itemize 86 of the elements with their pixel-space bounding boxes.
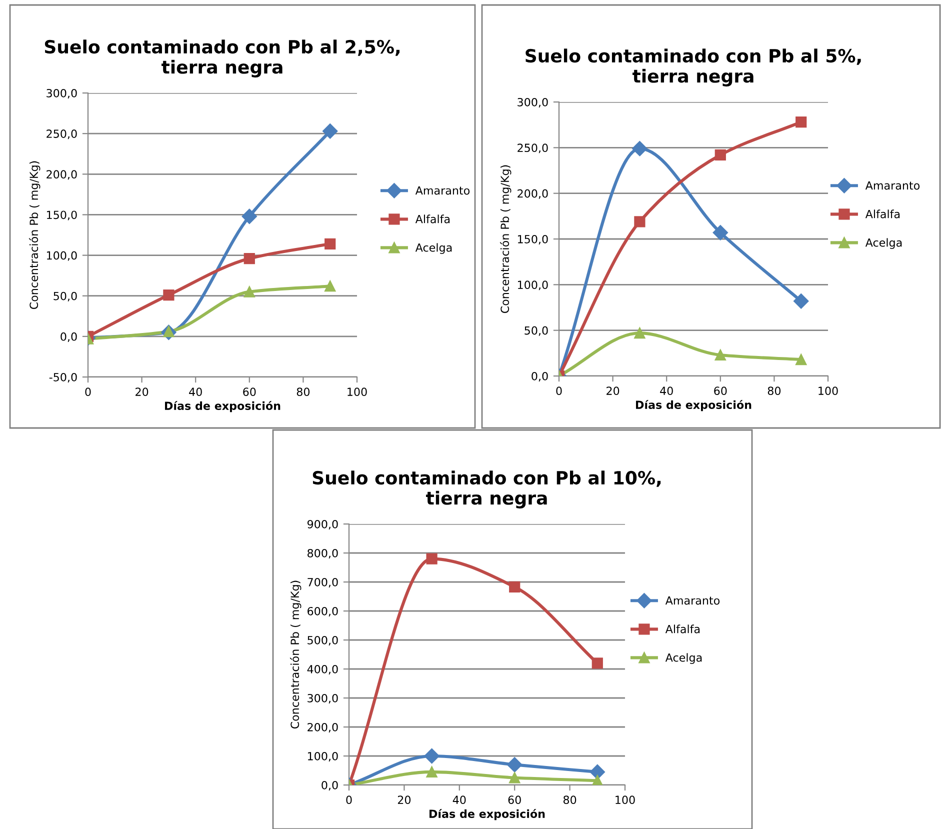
x-tick-label: 0 xyxy=(346,796,352,804)
x-tick-label: 20 xyxy=(136,388,148,396)
x-tick-label: 60 xyxy=(508,796,521,804)
y-tick-label: 50,0 xyxy=(54,292,77,302)
y-tick-label: 0,0 xyxy=(322,780,338,791)
point xyxy=(426,766,438,778)
point xyxy=(712,225,728,240)
legend-label: Amaranto xyxy=(415,186,470,195)
point xyxy=(509,581,520,592)
y-tick-label: 400,0 xyxy=(307,664,338,675)
legend-label: Amaranto xyxy=(665,596,720,605)
point xyxy=(634,328,646,339)
x-tick-label: 0 xyxy=(85,388,91,396)
x-axis-title: Días de exposición xyxy=(430,808,545,820)
point xyxy=(796,354,807,366)
y-axis-title: Concentración Pb ( mg/Kg) xyxy=(500,165,512,314)
y-tick-label: 500,0 xyxy=(308,636,338,646)
legend-label: Alfalfa xyxy=(665,624,700,634)
y-axis-title: Concentración Pb ( mg/Kg) xyxy=(29,161,40,310)
point xyxy=(632,141,648,156)
x-tick-label: 80 xyxy=(768,386,781,396)
point xyxy=(163,289,174,301)
legend-label: Acelga xyxy=(665,653,702,664)
point xyxy=(426,553,438,564)
x-tick-label: 100 xyxy=(616,796,635,804)
point xyxy=(796,116,807,128)
y-tick-label: 100,0 xyxy=(46,251,77,261)
x-tick-label: 100 xyxy=(818,386,838,396)
point xyxy=(509,772,520,784)
x-tick-label: 80 xyxy=(563,796,576,804)
point xyxy=(322,124,338,139)
point xyxy=(244,286,255,298)
y-tick-label: -50,0 xyxy=(49,372,77,383)
y-tick-label: 250,0 xyxy=(46,130,77,140)
x-tick-label: 20 xyxy=(398,796,411,804)
y-tick-label: 250,0 xyxy=(518,144,548,154)
legend-label: Alfalfa xyxy=(415,214,450,224)
x-axis-title: Días de exposición xyxy=(165,400,280,412)
y-axis-title: Concentración Pb ( mg/Kg) xyxy=(290,580,302,729)
legend-label: Alfalfa xyxy=(865,210,900,218)
point xyxy=(324,280,336,292)
point xyxy=(242,208,257,224)
y-tick-label: 300,0 xyxy=(518,98,548,108)
x-tick-label: 40 xyxy=(189,388,202,396)
point xyxy=(424,748,440,764)
y-tick-label: 900,0 xyxy=(307,520,338,530)
y-tick-label: 100,0 xyxy=(518,280,548,290)
y-tick-label: 200,0 xyxy=(518,189,548,199)
legend-label: Amaranto xyxy=(865,181,920,190)
y-tick-label: 0,0 xyxy=(532,372,548,382)
y-tick-label: 200,0 xyxy=(308,722,338,733)
y-tick-label: 200,0 xyxy=(46,170,77,180)
x-tick-label: 100 xyxy=(348,388,367,396)
point xyxy=(507,757,522,772)
y-tick-label: 50,0 xyxy=(524,326,548,336)
point xyxy=(592,775,603,785)
x-tick-label: 40 xyxy=(660,386,673,396)
chart-title: Suelo contaminado con Pb al 10%, tierra negra xyxy=(312,470,661,508)
y-tick-label: 300,0 xyxy=(308,694,338,704)
y-tick-label: 600,0 xyxy=(308,606,338,617)
x-tick-label: 60 xyxy=(714,386,727,396)
x-tick-label: 0 xyxy=(556,386,562,396)
y-tick-label: 300,0 xyxy=(46,88,77,99)
y-tick-label: 0,0 xyxy=(60,332,77,342)
point xyxy=(324,238,336,250)
chart-title: Suelo contaminado con Pb al 2,5%, tierra negra xyxy=(44,40,400,78)
x-tick-label: 60 xyxy=(243,388,256,396)
x-tick-label: 40 xyxy=(452,796,466,804)
y-tick-label: 700,0 xyxy=(308,578,338,588)
point xyxy=(714,149,726,161)
y-tick-label: 150,0 xyxy=(518,234,548,245)
x-tick-label: 80 xyxy=(296,388,310,396)
legend-label: Acelga xyxy=(865,238,902,249)
point xyxy=(244,252,255,264)
point xyxy=(590,764,605,780)
x-axis-title: Días de exposición xyxy=(636,400,752,412)
y-tick-label: 800,0 xyxy=(308,548,338,559)
y-tick-label: 100,0 xyxy=(308,752,338,762)
x-tick-label: 20 xyxy=(606,386,620,396)
point xyxy=(592,658,603,669)
point xyxy=(794,294,809,309)
point xyxy=(714,349,726,361)
point xyxy=(634,216,646,228)
chart-title: Suelo contaminado con Pb al 5%, tierra negra xyxy=(526,48,861,86)
y-tick-label: 150,0 xyxy=(46,210,77,220)
legend-label: Acelga xyxy=(415,243,452,254)
